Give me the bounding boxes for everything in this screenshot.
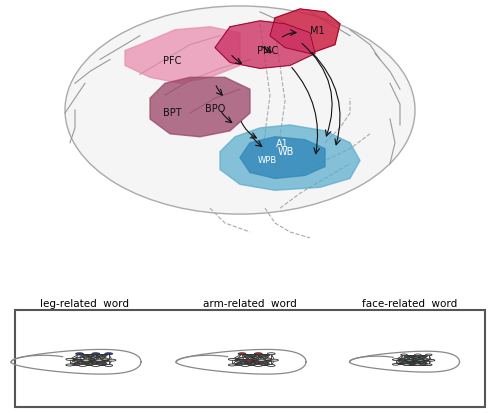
- Circle shape: [268, 365, 275, 366]
- Polygon shape: [270, 9, 340, 54]
- Text: PFC: PFC: [164, 56, 182, 66]
- Circle shape: [426, 364, 432, 366]
- Text: BPT: BPT: [163, 108, 182, 118]
- Circle shape: [406, 359, 413, 361]
- Circle shape: [82, 359, 90, 361]
- Circle shape: [254, 353, 262, 355]
- Text: WPB: WPB: [258, 156, 277, 165]
- Text: leg-related  word: leg-related word: [40, 299, 130, 309]
- Circle shape: [404, 364, 410, 366]
- Circle shape: [254, 365, 262, 366]
- Circle shape: [66, 364, 74, 366]
- Circle shape: [392, 359, 399, 361]
- Circle shape: [228, 364, 236, 366]
- Circle shape: [392, 363, 399, 365]
- Circle shape: [95, 359, 103, 361]
- Circle shape: [242, 365, 249, 366]
- Circle shape: [400, 354, 407, 356]
- Circle shape: [92, 353, 100, 355]
- Polygon shape: [215, 21, 315, 69]
- Text: WB: WB: [278, 147, 294, 157]
- Circle shape: [417, 359, 424, 361]
- Text: A1: A1: [276, 139, 289, 149]
- Circle shape: [79, 365, 86, 366]
- Polygon shape: [150, 77, 250, 137]
- Text: face-related  word: face-related word: [362, 299, 458, 309]
- Circle shape: [228, 358, 236, 360]
- Ellipse shape: [65, 6, 415, 214]
- Circle shape: [258, 359, 266, 361]
- Circle shape: [92, 365, 100, 366]
- FancyBboxPatch shape: [15, 310, 485, 407]
- Polygon shape: [240, 137, 325, 178]
- Circle shape: [105, 365, 112, 366]
- Circle shape: [270, 359, 278, 361]
- Text: BPO: BPO: [205, 104, 225, 114]
- Circle shape: [268, 353, 275, 355]
- Circle shape: [426, 354, 432, 356]
- Text: PMC: PMC: [257, 45, 278, 56]
- Circle shape: [76, 353, 84, 355]
- Circle shape: [428, 359, 435, 361]
- Circle shape: [66, 358, 74, 360]
- Circle shape: [108, 359, 116, 361]
- Circle shape: [414, 364, 421, 366]
- Text: M1: M1: [310, 26, 325, 36]
- Polygon shape: [220, 125, 360, 190]
- Circle shape: [414, 354, 421, 356]
- Text: arm-related  word: arm-related word: [203, 299, 297, 309]
- Circle shape: [244, 359, 252, 361]
- Circle shape: [238, 353, 246, 355]
- Polygon shape: [125, 27, 240, 83]
- Circle shape: [105, 353, 112, 355]
